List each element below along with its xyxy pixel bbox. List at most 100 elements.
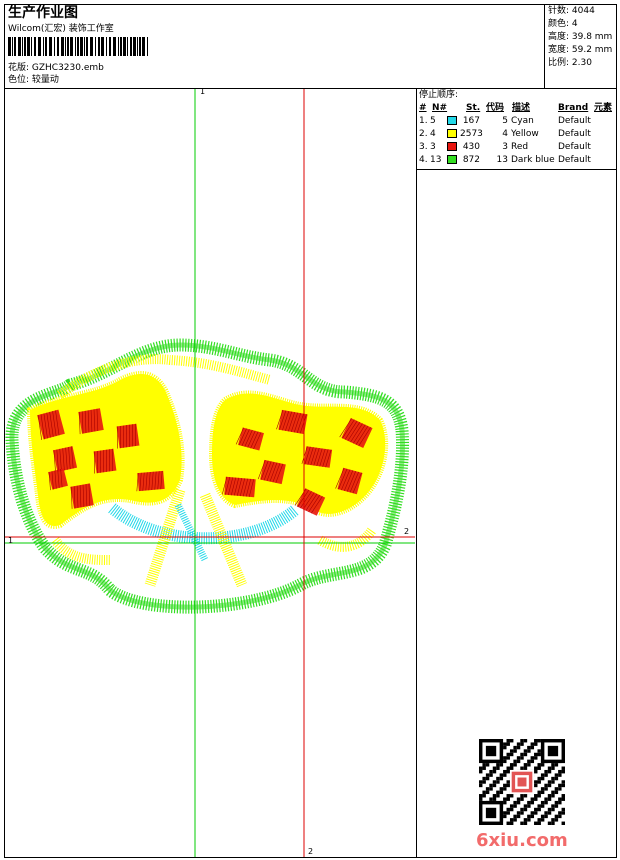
col-header-brand: Brand [558, 103, 589, 113]
page-title: 生产作业图 [8, 5, 78, 21]
red-stitch-line [282, 411, 290, 431]
red-stitch-line [341, 469, 351, 491]
red-stitch-line [154, 471, 157, 490]
red-stitch-line [304, 446, 311, 465]
row-brand: Default [558, 155, 591, 165]
row-description: Yellow [511, 129, 539, 139]
red-stitch-line [352, 472, 362, 494]
red-stitch-line [54, 470, 57, 489]
yellow-bottom-left-band [51, 536, 111, 565]
red-stitch-line [227, 477, 234, 496]
red-stitch-line [103, 450, 104, 473]
red-stitch-line [37, 414, 42, 440]
red-stitch-line [242, 478, 249, 497]
colorway: 色位: 较量动 [8, 75, 59, 85]
stat-height: 高度: 39.8 mm [548, 32, 613, 42]
red-stitch-line [123, 425, 124, 448]
stat-stitch-count: 针数: 4044 [548, 6, 595, 16]
red-stitch-line [88, 483, 91, 506]
red-stitch-line [311, 496, 323, 514]
stop-sequence-row: 4. 13 872 13 Dark blue Default [0, 155, 620, 167]
row-code: 5 [502, 116, 508, 126]
red-stitch-line [322, 449, 329, 467]
red-stitch-line [46, 412, 51, 438]
red-stitch-line [233, 477, 240, 496]
red-stitch-line [79, 485, 82, 508]
red-stitch-line [250, 431, 259, 449]
red-stitch-line [160, 470, 163, 490]
red-stitch-line [49, 411, 54, 437]
red-stitch-line [308, 494, 321, 513]
red-stitch-line [358, 427, 371, 447]
stat-scale: 比例: 2.30 [548, 58, 592, 68]
row-stitch-count: 2573 [460, 129, 483, 139]
red-stitch-line [117, 426, 118, 449]
yellow-bottom-right-band [317, 526, 377, 552]
red-stitch-line [248, 479, 255, 497]
red-stitch-line [40, 414, 45, 440]
vertical-guide-1-label: 1 [200, 87, 206, 96]
red-checker-square [37, 409, 65, 440]
row-code: 3 [502, 142, 508, 152]
red-stitch-line [305, 493, 318, 511]
cyan-arch-band [108, 503, 299, 545]
red-stitch-line [241, 429, 250, 447]
red-checker-square [52, 446, 78, 472]
red-stitch-line [319, 448, 326, 467]
row-needle: 4 [430, 129, 436, 139]
red-stitch-line [344, 420, 358, 440]
row-index: 1. [419, 116, 428, 126]
embroidery-outer-border-core [9, 342, 406, 610]
red-stitch-line [310, 447, 317, 466]
color-swatch [447, 155, 457, 164]
left-flag-pole [144, 488, 186, 587]
row-needle: 3 [430, 142, 436, 152]
color-swatch [447, 129, 457, 138]
red-checker-square [70, 483, 94, 509]
red-stitch-line [307, 447, 314, 465]
red-checker-square [116, 423, 140, 449]
red-stitch-line [239, 478, 246, 497]
red-stitch-line [236, 478, 243, 496]
red-stitch-line [126, 425, 127, 448]
red-stitch-line [350, 423, 363, 443]
red-stitch-line [335, 467, 345, 489]
red-stitch-line [48, 471, 51, 491]
red-stitch-line [139, 472, 142, 492]
red-stitch-line [296, 413, 304, 433]
red-stitch-line [301, 446, 308, 464]
red-stitch-line [235, 427, 244, 445]
row-index: 2. [419, 129, 428, 139]
red-stitch-line [244, 429, 253, 447]
red-stitch-line [347, 422, 361, 442]
yellow-top-band [56, 354, 272, 399]
red-stitch-line [73, 486, 76, 509]
col-header-index: # [419, 103, 427, 113]
red-stitch-line [272, 463, 281, 483]
stat-width: 宽度: 59.2 mm [548, 45, 613, 55]
row-brand: Default [558, 129, 591, 139]
site-logo: 6xiu.com [476, 830, 568, 851]
red-stitch-line [71, 446, 74, 469]
right-flag [208, 390, 389, 517]
studio-name: Wilcom(汇宏) 装饰工作室 [8, 24, 114, 34]
col-header-needle: N# [432, 103, 448, 113]
col-header-stitches: St. [466, 103, 481, 113]
red-stitch-line [288, 412, 296, 432]
red-stitch-line [293, 413, 301, 433]
red-stitch-line [245, 478, 252, 497]
sheet-frame [4, 4, 617, 858]
red-stitch-line [52, 411, 57, 437]
red-stitch-line [238, 428, 247, 446]
qr-code-image [479, 739, 565, 825]
red-stitch-line [342, 419, 355, 439]
row-brand: Default [558, 116, 591, 126]
red-stitch-line [285, 411, 293, 431]
red-stitch-line [275, 463, 284, 483]
stop-sequence-row: 3. 3 430 3 Red Default [0, 142, 620, 154]
red-stitch-line [55, 410, 60, 436]
row-needle: 13 [430, 155, 442, 165]
red-stitch-line [51, 471, 54, 490]
red-stitch-line [135, 423, 136, 447]
